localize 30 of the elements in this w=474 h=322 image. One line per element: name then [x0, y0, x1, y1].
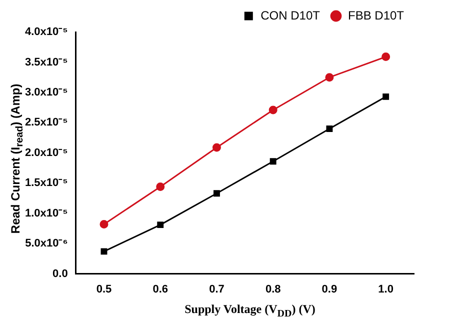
y-tick-label: 1.5x10⁻⁵: [25, 177, 68, 190]
y-tick-label: 2.5x10⁻⁵: [25, 116, 68, 129]
y-tick-label: 3.0x10⁻⁵: [25, 86, 68, 98]
x-tick-label: 0.7: [209, 283, 224, 296]
y-tick-label: 3.5x10⁻⁵: [25, 56, 68, 68]
legend-label: FBB D10T: [348, 8, 405, 22]
point: [382, 93, 390, 100]
y-tick-label: 5.0x10⁻⁶: [25, 238, 68, 250]
point: [268, 106, 278, 114]
point: [212, 143, 221, 152]
point: [382, 52, 390, 62]
point: [214, 190, 220, 197]
point: [100, 220, 108, 228]
y-tick-label: 4.0x10⁻⁵: [25, 26, 68, 38]
x-tick-label: 0.5: [96, 283, 112, 296]
point: [325, 73, 334, 82]
x-tick-label: 0.8: [265, 283, 281, 296]
point: [100, 248, 108, 255]
x-tick-label: 1.0: [378, 283, 394, 296]
point: [156, 182, 165, 191]
x-tick-label: 0.9: [322, 283, 338, 296]
y-tick-label: 0.0: [52, 268, 68, 280]
y-tick-label: 2.0x10⁻⁵: [25, 146, 68, 159]
x-tick-label: 0.6: [152, 283, 168, 296]
legend-label: CON D10T: [260, 8, 321, 22]
x-axis-title: Supply Voltage (V$_{DD}$) (V): [184, 302, 316, 320]
point: [270, 158, 276, 165]
y-tick-label: 1.0x10⁻⁵: [25, 207, 68, 220]
point: [326, 125, 333, 132]
point: [157, 222, 164, 228]
